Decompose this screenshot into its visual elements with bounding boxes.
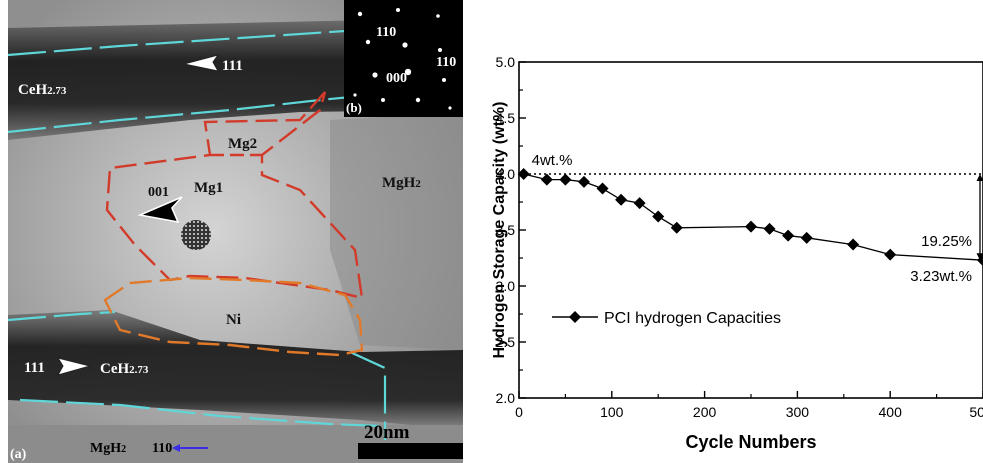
data-point-2 (559, 173, 572, 186)
x-axis-title: Cycle Numbers (685, 432, 816, 452)
arrow-111-top (183, 54, 220, 72)
mg1-label: Mg1 (194, 180, 223, 196)
annotation-drop: 19.25% (921, 233, 972, 250)
data-point-14 (884, 248, 897, 261)
capacity-chart: 0 100 200 300 400 500 2.0 2.5 3.0 3.5 4.0 4.5 5.0 4… (491, 54, 983, 452)
x-tick-label-1: 100 (600, 404, 624, 420)
scale-bar (358, 443, 463, 459)
panel-b-label: (b) (346, 100, 362, 115)
panel-a-label: (a) (10, 447, 27, 462)
data-point-10 (763, 222, 776, 235)
drop-arrow-head-top (976, 174, 983, 181)
diffraction-inset: 110 110 000 (b) (344, 0, 463, 117)
data-point-6 (633, 197, 646, 210)
data-point-7 (652, 210, 665, 223)
y-axis: 2.0 2.5 3.0 3.5 4.0 4.5 5.0 (496, 54, 526, 406)
data-point-12 (800, 231, 813, 244)
annotation-end: 3.23wt.% (910, 268, 972, 285)
mgh2-region-right (330, 112, 463, 350)
data-point-11 (782, 229, 795, 242)
data-point-9 (745, 220, 757, 233)
ceh-label-top: CeH2.73 (18, 82, 67, 98)
diffraction-spots (353, 8, 452, 110)
arrow-001 (137, 196, 183, 224)
legend: PCI hydrogen Capacities (552, 310, 781, 327)
ni-grain-boundary (103, 276, 364, 357)
ceh-label-bottom: CeH2.73 (100, 361, 149, 377)
x-tick-label-2: 200 (693, 404, 717, 420)
boundary-top-2 (8, 84, 463, 134)
blue-arrow-110 (172, 444, 208, 452)
drop-arrow-head-bottom (976, 253, 983, 261)
dir-001-label: 001 (148, 185, 169, 200)
arrow-111-bottom (56, 357, 92, 376)
ni-label: Ni (226, 312, 241, 328)
ceh-band-bottom (8, 310, 463, 430)
lattice-fft-circle (181, 220, 211, 250)
mg2-label: Mg2 (228, 136, 257, 152)
y-tick-label-4: 4.0 (496, 166, 516, 182)
y-tick-label-5: 4.5 (496, 110, 516, 126)
x-axis: 0 100 200 300 400 500 (515, 391, 983, 420)
mg-grain-boundary (105, 91, 364, 300)
mgh2-label-bottom: MgH2 (90, 441, 126, 456)
y-tick-label-1: 2.5 (496, 334, 516, 350)
boundary-bottom-1 (8, 310, 116, 322)
y-tick-label-2: 3.0 (496, 278, 516, 294)
boundary-bottom-2 (349, 350, 387, 440)
x-tick-label-3: 300 (786, 404, 810, 420)
legend-label: PCI hydrogen Capacities (604, 310, 781, 327)
series-markers (517, 168, 983, 267)
legend-marker (569, 311, 581, 323)
y-tick-label-0: 2.0 (496, 390, 516, 406)
spot-000-label: 000 (386, 71, 407, 86)
diffraction-background (344, 0, 463, 117)
data-point-5 (615, 193, 628, 206)
data-point-1 (540, 173, 553, 186)
scale-bar-label: 20nm (364, 422, 410, 443)
y-tick-label-3: 3.5 (496, 222, 516, 238)
boundary-bottom-3 (19, 398, 384, 428)
x-tick-label-0: 0 (515, 404, 523, 420)
drop-indicator (976, 174, 983, 261)
y-tick-label-6: 5.0 (496, 54, 516, 70)
data-point-4 (596, 182, 609, 195)
x-tick-label-4: 400 (879, 404, 903, 420)
x-tick-label-5: 500 (969, 404, 983, 420)
mgh2-label-right: MgH2 (382, 175, 421, 191)
data-point-8 (670, 221, 683, 234)
spot-110-right-label: 110 (436, 55, 456, 70)
dir-110-label: 110 (152, 441, 172, 456)
series-line (523, 173, 983, 261)
dir-111-bottom-label: 111 (24, 360, 45, 376)
y-axis-title: Hydrogen Storage Capacity (wt%) (491, 102, 508, 359)
data-point-3 (577, 175, 590, 188)
data-point-13 (847, 238, 860, 251)
tem-micrograph-panel: CeH2.73 111 Mg2 001 Mg1 MgH2 Ni 111 CeH2… (8, 0, 463, 463)
data-point-15 (977, 254, 983, 267)
spot-110-top-label: 110 (376, 25, 396, 40)
dir-111-top-label: 111 (222, 58, 243, 74)
annotation-start: 4wt.% (532, 152, 573, 169)
data-point-0 (517, 168, 530, 180)
